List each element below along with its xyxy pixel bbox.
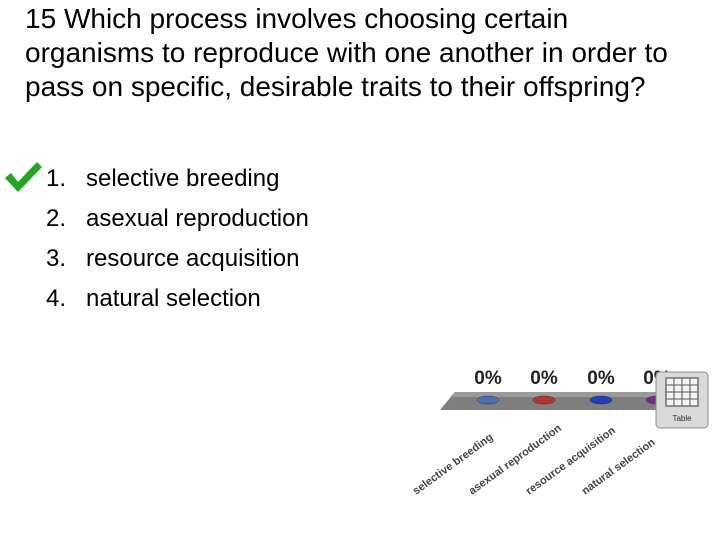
table-grid-icon	[665, 377, 699, 407]
chart-value-label: 0%	[474, 368, 502, 389]
answer-number: 2.	[46, 205, 67, 232]
chart-value-label: 0%	[587, 368, 615, 389]
answer-number: 4.	[46, 285, 67, 312]
chart-category-label: asexual reproduction	[467, 422, 564, 497]
question-number: 15	[25, 3, 57, 34]
chart-bar-marker	[532, 395, 556, 405]
question-body: Which process involves choosing certain …	[25, 3, 668, 102]
table-button-label: Table	[672, 414, 692, 423]
answer-number: 3.	[46, 245, 67, 272]
chart-floor-top	[450, 392, 705, 397]
chart-value-label: 0%	[530, 368, 558, 389]
chart-bar-marker	[476, 395, 500, 405]
table-button[interactable]: Table	[655, 371, 709, 429]
answer-text: natural selection	[86, 285, 261, 312]
answer-text: selective breeding	[86, 165, 280, 192]
question-text: 15 Which process involves choosing certa…	[25, 2, 705, 104]
answer-text: asexual reproduction	[86, 205, 309, 232]
correct-checkmark-icon	[5, 162, 42, 192]
answer-text: resource acquisition	[86, 245, 300, 272]
answer-number: 1.	[46, 165, 67, 192]
chart-bar-marker	[589, 395, 613, 405]
